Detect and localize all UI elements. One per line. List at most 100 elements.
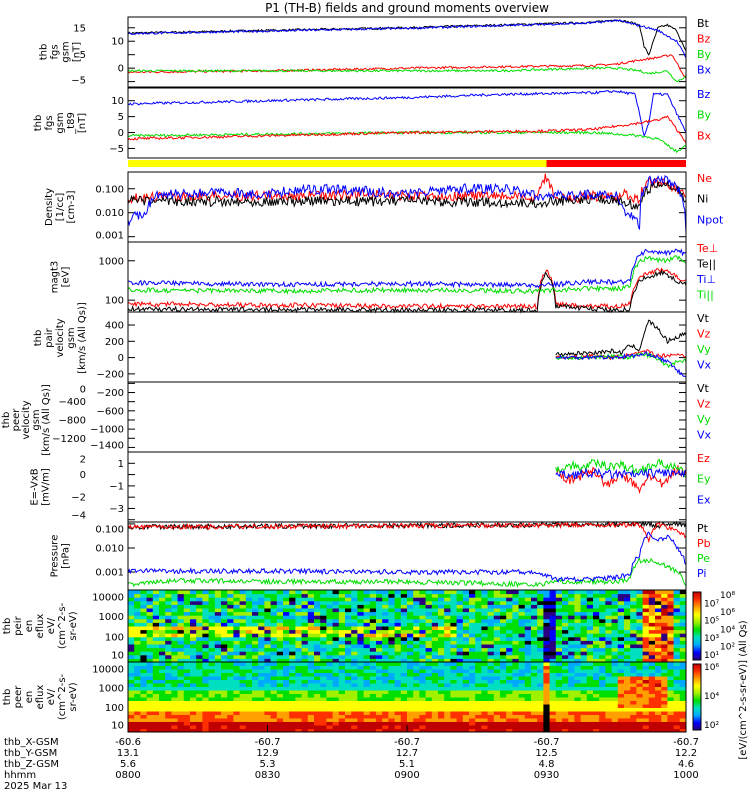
spectrogram-cell [258,615,265,620]
spectrogram-cell [531,725,538,729]
spectrogram-cell [128,697,135,701]
spectrogram-cell [624,597,631,602]
spectrogram-cell [580,608,588,613]
spectrogram-cell [252,658,259,663]
spectrogram-cell [239,676,247,680]
spectrogram-cell [400,721,408,726]
y-axis-label: thbfgsgsm_t89[nT] [33,112,88,135]
spectrogram-cell [549,707,557,712]
spectrogram-cell [258,626,265,631]
spectrogram-cell [537,662,544,666]
spectrogram-cell [679,665,687,670]
spectrogram-cell [555,600,563,605]
spectrogram-cell [500,683,507,687]
spectrogram-cell [314,679,321,684]
spectrogram-cell [661,640,668,645]
spectrogram-cell [369,604,377,609]
spectrogram-cell [146,672,154,677]
spectrogram-cell [407,604,414,609]
spectrogram-cell [239,697,247,701]
spectrogram-cell [531,665,538,670]
spectrogram-cell [165,676,172,680]
spectrogram-cell [301,611,309,616]
spectrogram-cell [338,618,346,623]
spectrogram-cell [431,718,439,722]
spectrogram-cell [283,665,290,670]
y-tick-label: 10000 [92,593,124,604]
y-tick-label: −2 [71,493,86,504]
spectrogram-cell [134,665,141,670]
spectrogram-cell [332,714,340,719]
spectrogram-cell [208,658,216,663]
spectrogram-cell [493,683,501,687]
spectrogram-cell [183,618,191,623]
spectrogram-cell [667,707,675,712]
spectrogram-cell [369,629,377,634]
spectrogram-cell [208,651,216,656]
spectrogram-cell [630,654,637,659]
spectrogram-cell [233,626,241,631]
spectrogram-cell [531,721,538,726]
spectrogram-cell [469,693,476,698]
spectrogram-cell [245,676,253,680]
spectrogram-cell [345,700,352,705]
spectrogram-cell [357,707,365,712]
spectrogram-cell [134,669,141,673]
spectrogram-cell [196,693,203,698]
spectrogram-cell [518,728,526,733]
spectrogram-cell [183,608,191,613]
spectrogram-cell [146,683,154,687]
spectrogram-cell [159,597,166,602]
spectrogram-cell [376,636,383,641]
spectrogram-cell [152,608,160,613]
spectrogram-cell [376,658,383,663]
panel-5: thbpairvelocitygsm[km/s (All Qs)]−200020… [33,302,712,383]
spectrogram-cell [264,672,272,677]
spectrogram-cell [165,686,172,691]
spectrogram-cell [593,665,600,670]
spectrogram-cell [487,593,495,598]
spectrogram-cell [190,611,197,616]
spectrogram-cell [450,718,458,722]
spectrogram-cell [183,597,191,602]
spectrogram-cell [159,718,166,722]
spectrogram-cell [543,721,551,726]
spectrogram-cell [574,615,582,620]
spectrogram-cell [524,700,532,705]
spectrogram-cell [593,654,600,659]
spectrogram-cell [407,618,414,623]
spectrogram-cell [369,608,377,613]
spectrogram-cell [190,651,197,656]
spectrogram-cell [593,629,600,634]
spectrogram-cell [450,654,458,659]
spectrogram-cell [605,672,613,677]
spectrogram-cell [462,597,470,602]
spectrogram-cell [320,636,327,641]
spectrogram-cell [636,672,644,677]
spectrogram-cell [140,647,148,652]
spectrogram-cell [270,593,278,598]
spectrogram-cell [661,725,668,729]
spectrogram-cell [419,597,427,602]
spectrogram-cell [258,665,265,670]
series-line-Pb [127,520,687,544]
spectrogram-cell [152,658,160,663]
spectrogram-cell [357,633,365,638]
spectrogram-cell [351,665,358,670]
spectrogram-cell [648,704,656,708]
spectrogram-cell [301,725,309,729]
spectrogram-cell [338,615,346,620]
spectrogram-cell [314,714,321,719]
spectrogram-cell [617,604,625,609]
panel-frame [127,16,687,88]
spectrogram-cell [438,714,445,719]
spectrogram-cell [382,714,389,719]
spectrogram-cell [314,700,321,705]
spectrogram-cell [326,629,334,634]
spectrogram-cell [252,633,259,638]
spectrogram-cell [568,676,575,680]
spectrogram-cell [425,690,433,694]
spectrogram-cell [469,662,476,666]
y-tick-label: 0.010 [95,543,124,554]
spectrogram-cell [648,640,656,645]
